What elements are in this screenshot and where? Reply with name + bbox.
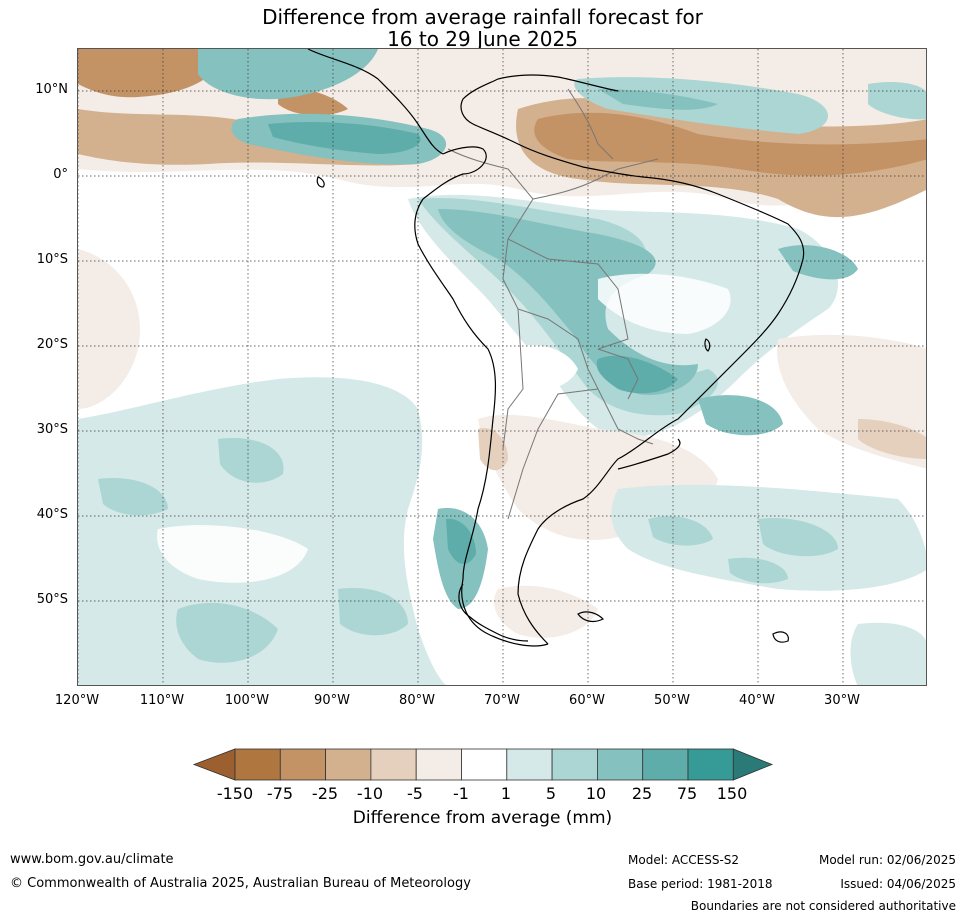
anomaly-wet-caribbean-core [598,89,718,110]
anomaly-dry-north-core [78,49,220,98]
anomaly-neutral-atlantic [598,273,731,334]
anomaly-wet-atlantic-east [868,82,926,120]
anomaly-neutral-pacific-1 [138,223,395,375]
lon-label-90w: 90°W [314,693,350,708]
lon-label-50w: 50°W [654,693,690,708]
footer-issued: Issued: 04/06/2025 [840,877,956,891]
anomaly-wet-pacific-lobe [218,438,284,483]
lat-label-20s: 20°S [36,337,68,352]
lat-label-30s: 30°S [36,422,68,437]
colorbar-tick: -1 [453,784,469,803]
colorbar-tick: -25 [311,784,339,803]
lon-label-80w: 80°W [399,693,435,708]
country-borders [447,88,659,520]
colorbar-tick: 150 [716,784,748,803]
colorbar-arrow-low [192,748,236,781]
anomaly-dry-east-pacific [78,249,140,409]
lon-label-40w: 40°W [739,693,775,708]
lat-label-40s: 40°S [36,507,68,522]
colorbar-bin [642,748,689,781]
anomaly-wet-brazil-inner [438,209,698,395]
colorbar-bin [370,748,417,781]
anomaly-dry-chile-core [478,428,508,471]
footer-copyright: © Commonwealth of Australia 2025, Austra… [10,876,471,891]
anomaly-wet-chile-core [446,518,476,565]
anomaly-dry-atlantic-core [858,419,926,459]
footer-model-run: Model run: 02/06/2025 [818,853,956,867]
colorbar-tick: 75 [676,784,698,803]
anomaly-wet-pacific-core [268,122,421,154]
anomaly-neutral-interior [506,345,578,389]
colorbar-tick: -150 [216,784,254,803]
footer-website[interactable]: www.bom.gov.au/climate [10,852,174,867]
colorbar-bin [461,748,508,781]
colorbar-tick: 5 [545,784,557,803]
lat-label-10s: 10°S [36,252,68,267]
colorbar-bin [597,748,644,781]
colorbar-bin [687,748,734,781]
colorbar-tick: -5 [407,784,423,803]
colorbar-bin [279,748,326,781]
coastlines [307,49,805,647]
lat-label-0: 0° [53,167,68,182]
anomaly-wet-atlantic-southeast [850,622,926,685]
anomaly-wet-south-atlantic-core-1 [648,516,713,546]
map-title-line-2: 16 to 29 June 2025 [387,27,578,51]
footer-disclaimer: Boundaries are not considered authoritat… [690,899,956,913]
anomaly-dry-patagonia [494,585,598,638]
colorbar-label: Difference from average (mm) [352,808,613,828]
colorbar-tick: -75 [266,784,294,803]
footer-base-period: Base period: 1981-2018 [628,877,773,891]
colorbar-bin [234,748,281,781]
map-title-line-1: Difference from average rainfall forecas… [262,5,703,29]
anomaly-wet-south-atlantic-core-2 [758,518,838,557]
lon-label-120w: 120°W [54,693,100,708]
lon-label-60w: 60°W [569,693,605,708]
anomaly-wet-pacific-west [98,478,168,516]
lon-label-110w: 110°W [139,693,185,708]
anomaly-dry-amazon-core [534,112,926,176]
lon-label-100w: 100°W [224,693,270,708]
anomaly-wet-brazil-core [596,355,678,394]
colorbar-tick: -10 [356,784,384,803]
colorbar-bin [551,748,598,781]
rainfall-anomaly-map [77,48,927,686]
colorbar-bin [325,748,372,781]
colorbar-tick: 25 [631,784,653,803]
anomaly-wet-pacific-mid [338,588,408,636]
colorbar-tick: 1 [500,784,512,803]
colorbar-bin [415,748,462,781]
anomaly-wet-northeast-brazil [778,245,858,280]
lat-label-50s: 50°S [36,592,68,607]
anomaly-wet-atlantic-mid [698,395,783,436]
colorbar-bin [506,748,553,781]
colorbar-tick: 10 [585,784,607,803]
anomaly-wet-pacific-south-core [176,602,278,663]
anomaly-neutral-pacific-2 [157,525,308,583]
footer-model: Model: ACCESS-S2 [628,853,740,867]
map-gridlines [78,49,926,685]
colorbar-arrow-high [732,748,774,781]
lon-label-70w: 70°W [484,693,520,708]
lon-label-30w: 30°W [824,693,860,708]
lat-label-10n: 10°N [35,82,68,97]
